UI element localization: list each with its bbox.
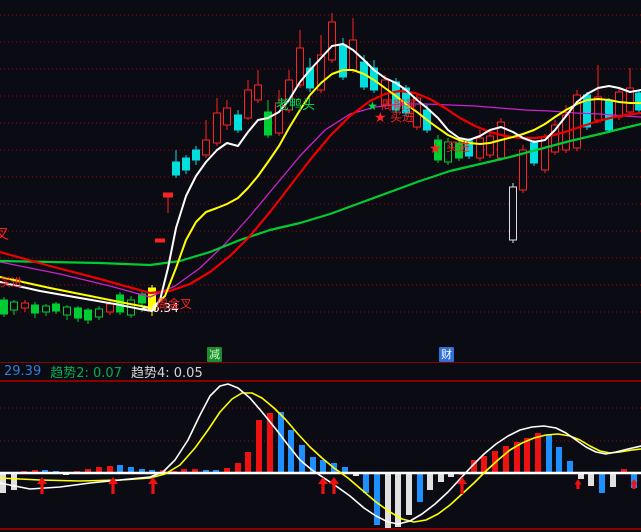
candlestick-panel[interactable] [0, 0, 641, 362]
macd-indicator-panel[interactable] [0, 381, 641, 532]
trend4-label-value: 趋势4: 0.05 [131, 362, 203, 381]
trend2-label: 趋势2: [50, 366, 89, 381]
trend2-value: 0.07 [93, 366, 122, 381]
buy-arrows-group [37, 477, 638, 494]
trend2-label-value: 趋势2: 0.07 [50, 362, 122, 381]
price-value: 29.39 [4, 364, 42, 379]
indicator-caption-row: 29.39 趋势2: 0.07 趋势4: 0.05 [4, 362, 203, 381]
panel-separator-top [0, 361, 641, 363]
histogram-bars-group [0, 412, 637, 528]
trend4-value: 0.05 [173, 366, 203, 381]
trend4-label: 趋势4: [130, 366, 170, 381]
wealth-badge: 财 [439, 347, 454, 362]
panel-separator-bottom [0, 380, 641, 382]
reduce-badge: 减 [207, 347, 222, 362]
